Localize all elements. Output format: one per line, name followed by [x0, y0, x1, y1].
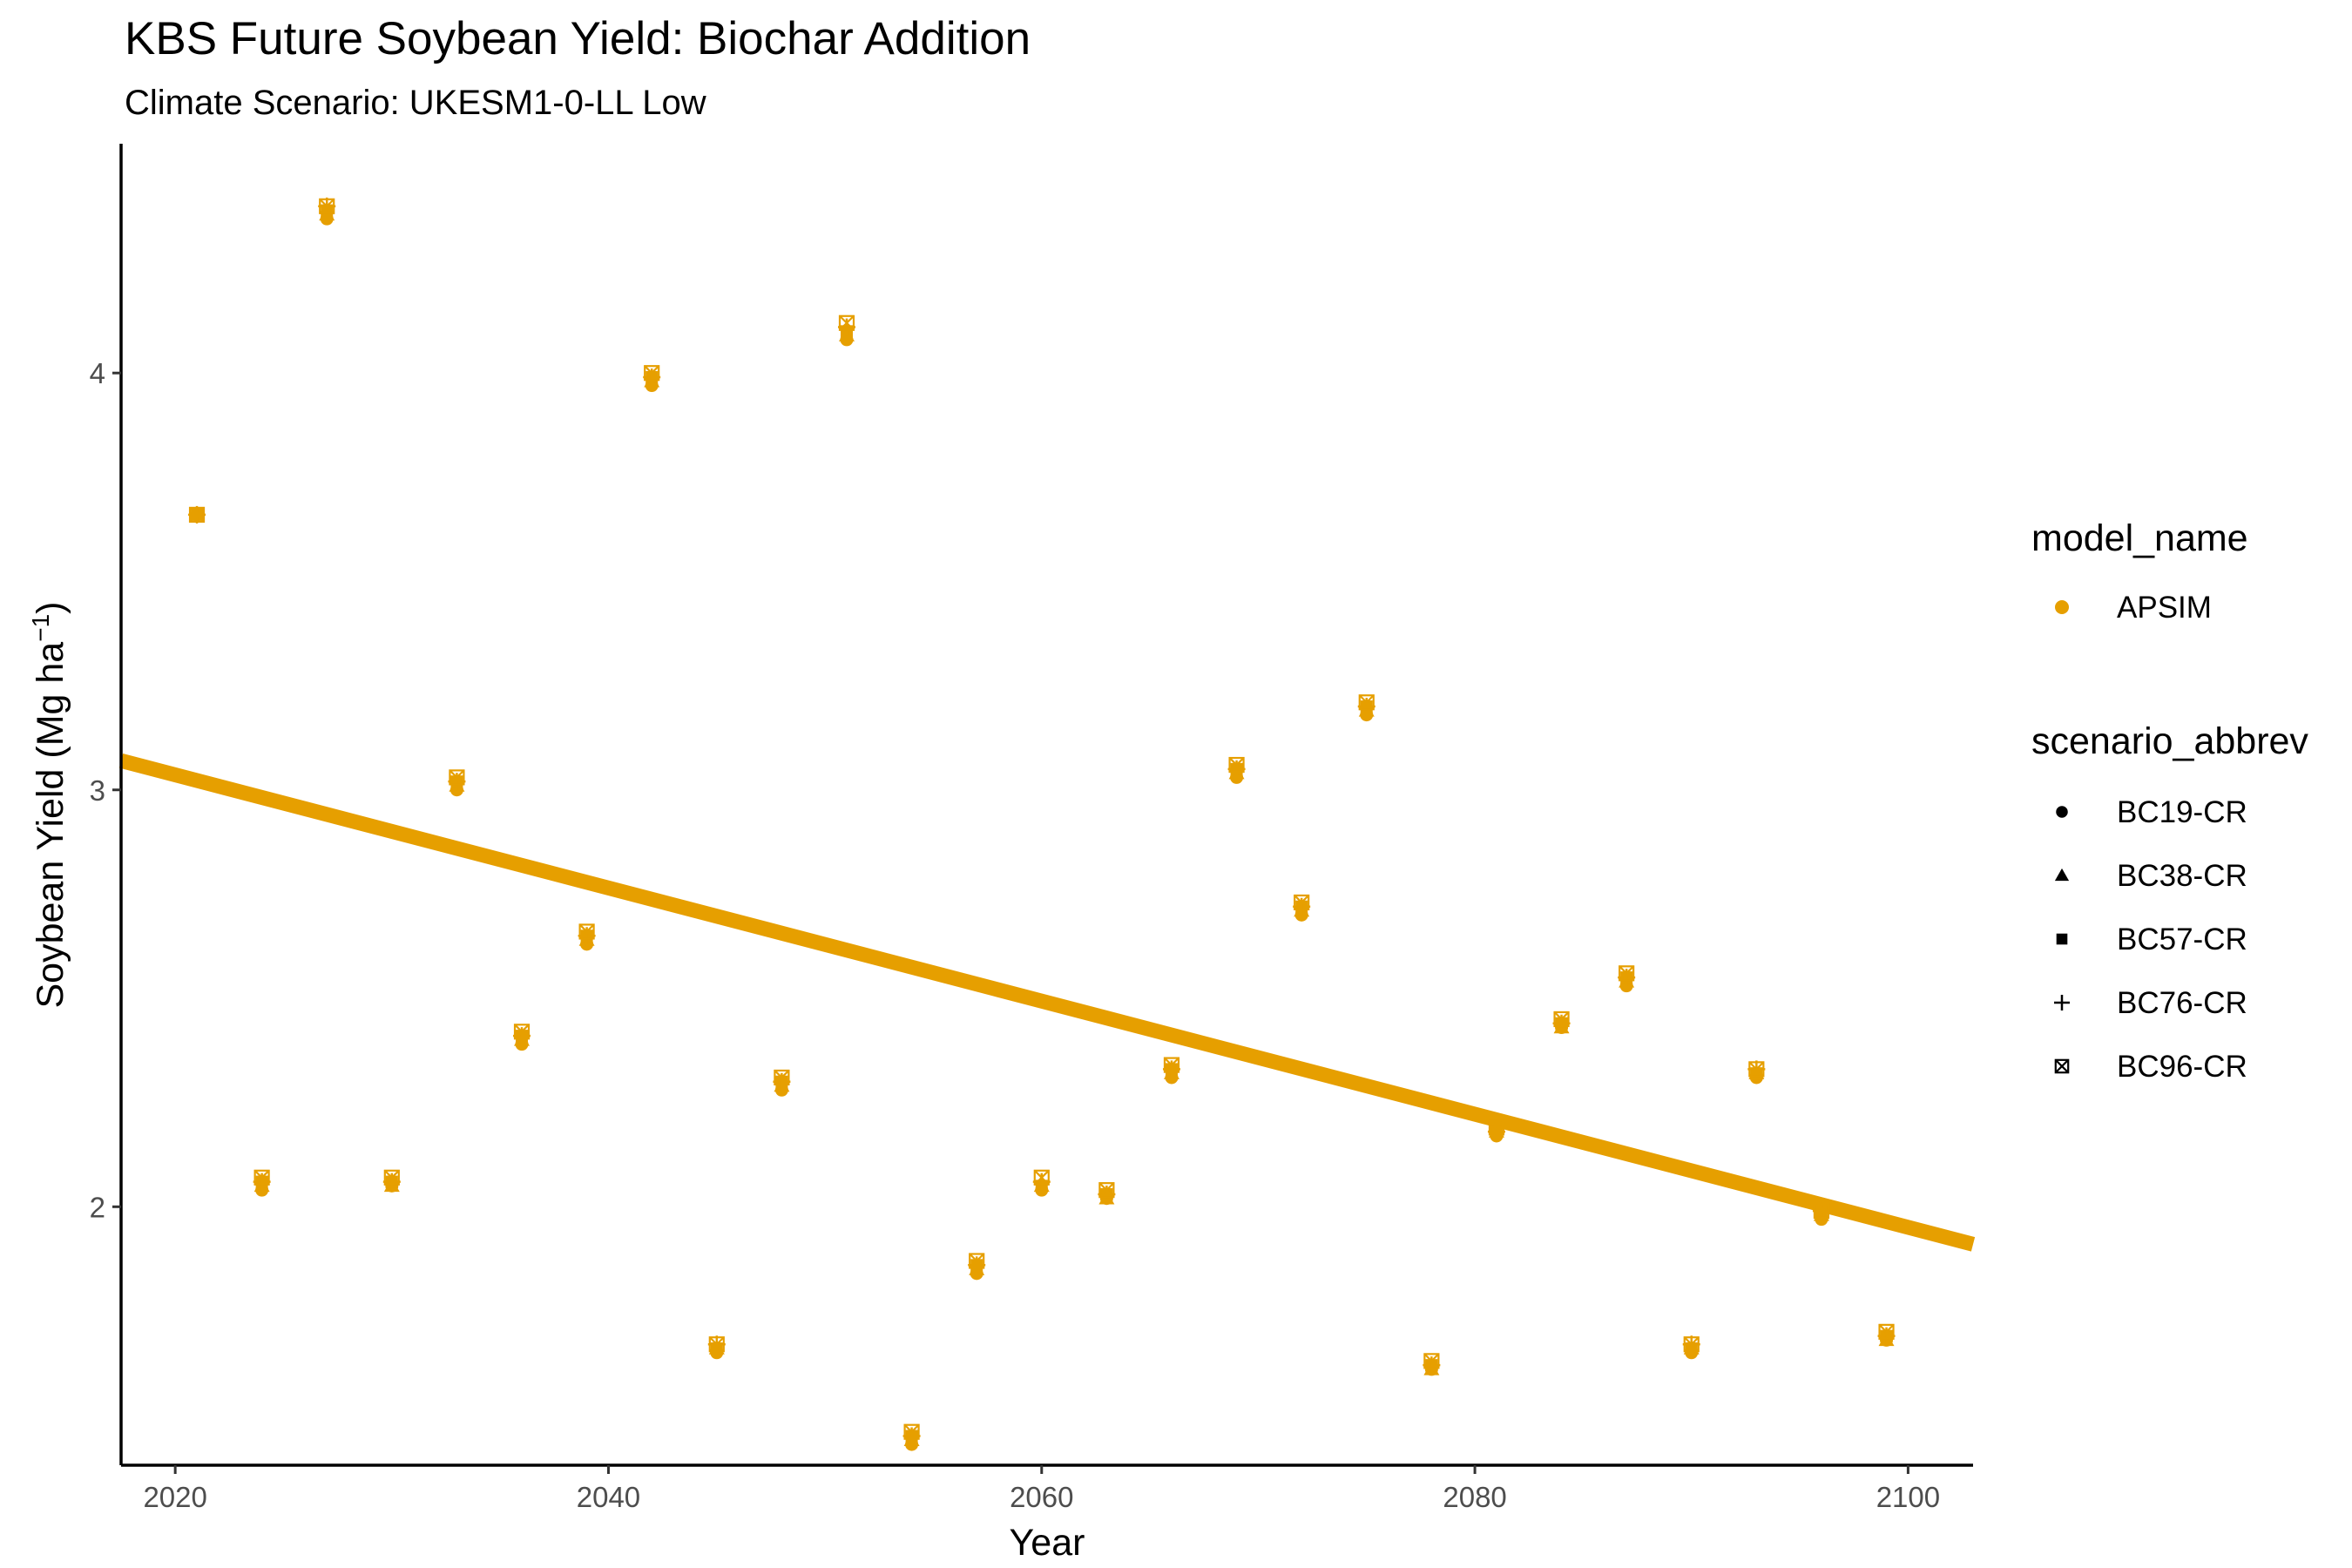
point-bc96-cr-2054: [903, 1423, 920, 1440]
point-bc96-cr-2099: [1878, 1323, 1895, 1340]
x-tick-label: 2080: [1443, 1481, 1506, 1513]
point-bc76-cr-2048: [773, 1072, 791, 1091]
point-bc96-cr-2093: [1748, 1061, 1765, 1078]
x-tick-label: 2060: [1010, 1481, 1073, 1513]
x-tick-label: 2100: [1876, 1481, 1940, 1513]
point-bc96-cr-2081: [1488, 1119, 1505, 1136]
point-bc76-cr-2081: [1487, 1123, 1505, 1141]
point-bc76-cr-2051: [837, 318, 855, 336]
y-tick-label: 4: [90, 357, 105, 389]
point-bc96-cr-2069: [1228, 756, 1245, 774]
point-bc96-cr-2090: [1683, 1336, 1700, 1353]
points-layer: [188, 197, 1896, 1451]
point-bc96-cr-2096: [1813, 1202, 1830, 1220]
point-bc76-cr-2030: [382, 1173, 401, 1191]
point-bc96-cr-2021: [188, 506, 206, 524]
y-tick-label: 3: [90, 774, 105, 807]
point-bc96-cr-2084: [1553, 1010, 1570, 1028]
point-bc76-cr-2054: [902, 1427, 921, 1445]
point-bc96-cr-2045: [708, 1336, 725, 1353]
legend-shape-title: scenario_abbrev: [2031, 720, 2308, 762]
point-bc96-cr-2051: [838, 314, 855, 331]
y-axis-title: Soybean Yield (Mg ha−1): [27, 602, 71, 1009]
trend-layer: [118, 754, 1976, 1252]
legend-shape-key-bc96-cr: [2054, 1058, 2070, 1074]
point-bc96-cr-2030: [383, 1169, 400, 1186]
point-bc96-cr-2072: [1294, 894, 1310, 911]
legend-shape-key-bc57-cr: [2056, 933, 2068, 945]
point-bc76-cr-2036: [513, 1027, 531, 1045]
legend: model_name APSIM scenario_abbrev BC19-CR…: [2031, 517, 2308, 1084]
legend-color-title: model_name: [2031, 517, 2248, 559]
point-bc96-cr-2060: [1033, 1169, 1050, 1186]
legend-shape-label-bc19-cr: BC19-CR: [2117, 795, 2247, 829]
chart-subtitle: Climate Scenario: UKESM1-0-LL Low: [125, 84, 706, 122]
point-bc96-cr-2063: [1098, 1182, 1115, 1199]
point-bc76-cr-2060: [1032, 1173, 1051, 1191]
point-bc76-cr-2057: [968, 1256, 986, 1274]
point-bc96-cr-2057: [969, 1253, 985, 1269]
point-bc76-cr-2063: [1098, 1185, 1116, 1203]
point-bc96-cr-2027: [319, 198, 335, 214]
point-bc76-cr-2033: [448, 773, 466, 791]
legend-color-label-apsim: APSIM: [2117, 591, 2212, 625]
point-bc96-cr-2039: [578, 923, 595, 940]
point-bc96-cr-2078: [1423, 1353, 1440, 1369]
legend-shape-label-bc57-cr: BC57-CR: [2117, 923, 2247, 956]
y-axis-ticks: 2 3 4: [90, 357, 121, 1223]
legend-shape-label-bc96-cr: BC96-CR: [2117, 1050, 2247, 1084]
legend-shape-key-bc19-cr: [2056, 806, 2068, 818]
point-bc76-cr-2078: [1423, 1356, 1441, 1375]
point-bc76-cr-2024: [253, 1173, 271, 1191]
legend-shape-key-bc38-cr: [2054, 868, 2070, 882]
point-bc96-cr-2033: [449, 769, 465, 786]
point-bc76-cr-2087: [1618, 969, 1636, 987]
point-bc76-cr-2042: [643, 368, 661, 386]
point-bc76-cr-2099: [1877, 1327, 1896, 1345]
legend-shape-keys: BC19-CR BC38-CR BC57-CR BC76-CR BC96-CR: [2054, 795, 2247, 1084]
trend-line: [118, 754, 1976, 1252]
legend-shape-label-bc76-cr: BC76-CR: [2117, 986, 2247, 1020]
point-bc76-cr-2072: [1293, 897, 1311, 916]
point-bc96-cr-2036: [513, 1024, 531, 1040]
point-bc96-cr-2042: [644, 365, 660, 382]
y-axis-title-superscript: −1: [27, 614, 54, 642]
legend-shape-key-bc76-cr: [2054, 995, 2070, 1010]
y-axis-title-main: Soybean Yield (Mg ha: [30, 642, 71, 1009]
point-bc76-cr-2066: [1162, 1060, 1180, 1078]
x-axis-ticks: 2020 2040 2060 2080 2100: [143, 1465, 1940, 1513]
point-bc96-cr-2087: [1619, 965, 1635, 982]
point-bc96-cr-2075: [1358, 694, 1375, 711]
chart-title: KBS Future Soybean Yield: Biochar Additi…: [125, 13, 1031, 64]
point-bc76-cr-2084: [1552, 1014, 1571, 1032]
legend-color-key-apsim: [2055, 600, 2069, 614]
point-bc96-cr-2066: [1163, 1057, 1180, 1073]
point-bc76-cr-2039: [578, 927, 596, 945]
x-tick-label: 2020: [143, 1481, 206, 1513]
point-bc76-cr-2075: [1357, 698, 1375, 716]
point-bc96-cr-2024: [253, 1169, 270, 1186]
y-axis-title-close: ): [30, 602, 71, 614]
legend-shape-label-bc38-cr: BC38-CR: [2117, 859, 2247, 893]
point-bc96-cr-2048: [774, 1069, 790, 1086]
x-axis-title: Year: [1010, 1522, 1085, 1564]
y-tick-label: 2: [90, 1191, 105, 1223]
point-bc76-cr-2069: [1227, 760, 1246, 778]
x-tick-label: 2040: [577, 1481, 640, 1513]
plot-area: [118, 197, 1976, 1451]
